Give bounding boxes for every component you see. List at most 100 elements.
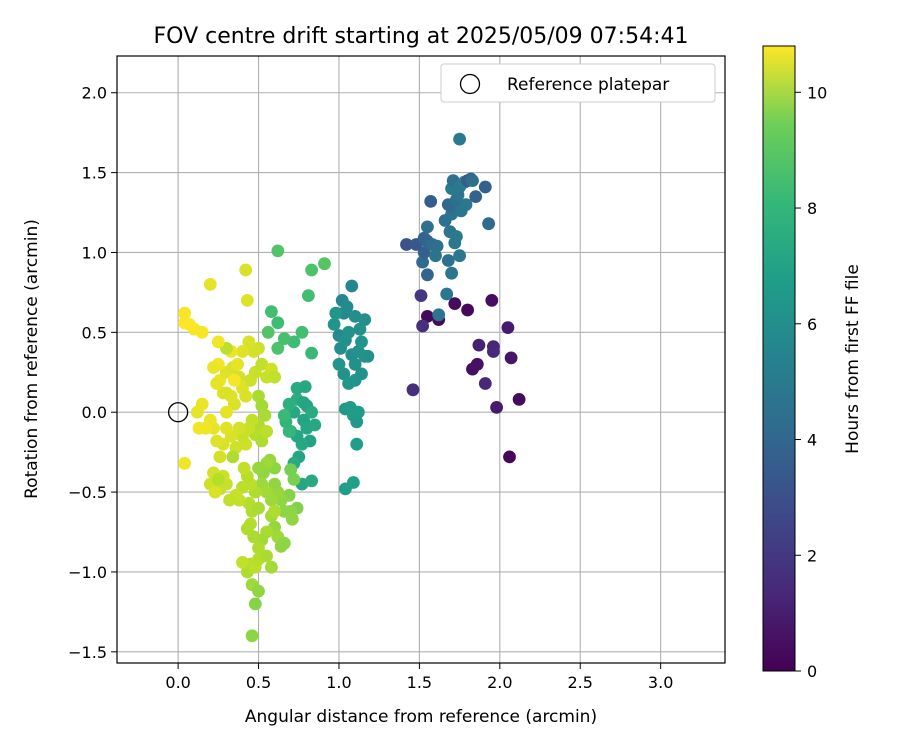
- data-point: [282, 425, 296, 438]
- x-axis-ticks: 0.0 0.5 1.0 1.5 2.0 2.5 3.0: [165, 663, 673, 692]
- data-point: [178, 456, 192, 470]
- data-point: [466, 174, 479, 188]
- data-point: [305, 474, 318, 488]
- data-point: [417, 246, 431, 259]
- data-point: [353, 322, 367, 336]
- data-point: [501, 321, 515, 334]
- data-point: [340, 300, 354, 314]
- data-point: [220, 421, 233, 435]
- y-tick-label: −0.5: [68, 483, 107, 502]
- grid-lines: [117, 56, 725, 663]
- data-point: [271, 316, 285, 330]
- legend-box: [440, 63, 716, 103]
- data-point: [242, 335, 256, 349]
- data-point: [350, 415, 364, 429]
- data-point: [478, 180, 492, 194]
- data-point: [268, 477, 281, 491]
- y-tick-label: 1.5: [82, 164, 107, 183]
- data-point: [268, 370, 281, 384]
- data-point: [308, 418, 322, 432]
- data-point: [329, 306, 343, 320]
- y-axis-label: Rotation from reference (arcmin): [22, 219, 42, 499]
- data-point: [236, 345, 249, 358]
- data-point: [448, 297, 462, 310]
- data-point: [503, 450, 516, 464]
- data-point: [305, 405, 318, 419]
- data-point: [265, 560, 278, 574]
- data-point: [242, 496, 256, 510]
- data-point: [220, 405, 233, 419]
- data-point: [469, 190, 483, 204]
- y-tick-label: 2.0: [82, 84, 107, 103]
- data-point: [210, 377, 224, 390]
- data-point: [191, 405, 204, 419]
- data-point: [348, 310, 362, 323]
- data-point: [440, 287, 454, 301]
- data-point: [421, 220, 434, 234]
- data-point: [223, 493, 237, 507]
- data-point: [355, 335, 368, 349]
- data-point: [260, 549, 273, 563]
- data-point: [245, 629, 259, 643]
- data-point: [355, 367, 368, 381]
- data-point: [277, 536, 291, 550]
- data-point: [211, 472, 225, 486]
- data-point: [277, 332, 291, 346]
- data-point: [472, 338, 486, 352]
- data-point: [268, 504, 281, 518]
- data-point: [236, 556, 249, 569]
- data-point: [358, 313, 372, 326]
- colorbar-tick-label: 0: [807, 662, 817, 681]
- x-axis-label: Angular distance from reference (arcmin): [245, 707, 597, 727]
- x-tick-label: 0.0: [165, 673, 190, 692]
- data-point: [361, 349, 375, 363]
- data-point: [432, 308, 446, 322]
- data-point: [213, 450, 227, 464]
- data-point: [252, 501, 265, 515]
- colorbar-ticks: 0 2 4 6 8 10: [795, 83, 827, 681]
- data-point: [504, 351, 518, 365]
- y-tick-label: −1.0: [68, 563, 107, 582]
- data-point: [261, 325, 275, 339]
- data-point: [192, 421, 206, 435]
- reference-marker: [167, 402, 189, 423]
- chart-title: FOV centre drift starting at 2025/05/09 …: [154, 24, 689, 49]
- data-point: [350, 437, 364, 451]
- colorbar-tick-label: 4: [807, 431, 817, 450]
- data-point: [252, 389, 265, 403]
- data-point: [430, 239, 444, 253]
- x-tick-label: 1.0: [326, 673, 351, 692]
- data-point: [342, 325, 355, 339]
- data-point: [485, 294, 499, 307]
- data-point: [302, 289, 315, 302]
- y-tick-label: 0.5: [82, 323, 107, 342]
- data-point: [277, 409, 291, 422]
- data-point: [211, 335, 225, 349]
- data-point: [416, 319, 429, 333]
- data-point: [228, 373, 241, 387]
- data-point: [421, 268, 434, 282]
- data-point: [318, 257, 331, 271]
- data-point: [416, 255, 429, 269]
- data-point: [271, 341, 285, 355]
- data-point: [237, 461, 251, 475]
- colorbar-gradient: [762, 45, 796, 672]
- data-point: [265, 493, 278, 507]
- data-point: [429, 249, 442, 263]
- data-point: [285, 512, 299, 526]
- data-point: [470, 357, 484, 371]
- data-point: [252, 584, 265, 598]
- data-point: [512, 393, 526, 406]
- data-point: [220, 386, 233, 400]
- y-axis-ticks: −1.5 −1.0 −0.5 0.0 0.5 1.0 1.5 2.0: [68, 84, 117, 662]
- data-point: [287, 335, 301, 349]
- data-point: [424, 195, 438, 208]
- data-point: [351, 405, 365, 419]
- data-point: [255, 434, 269, 448]
- data-point: [277, 504, 291, 518]
- data-point: [287, 472, 301, 486]
- data-point: [345, 279, 359, 293]
- data-point: [178, 316, 192, 330]
- data-point: [482, 217, 495, 231]
